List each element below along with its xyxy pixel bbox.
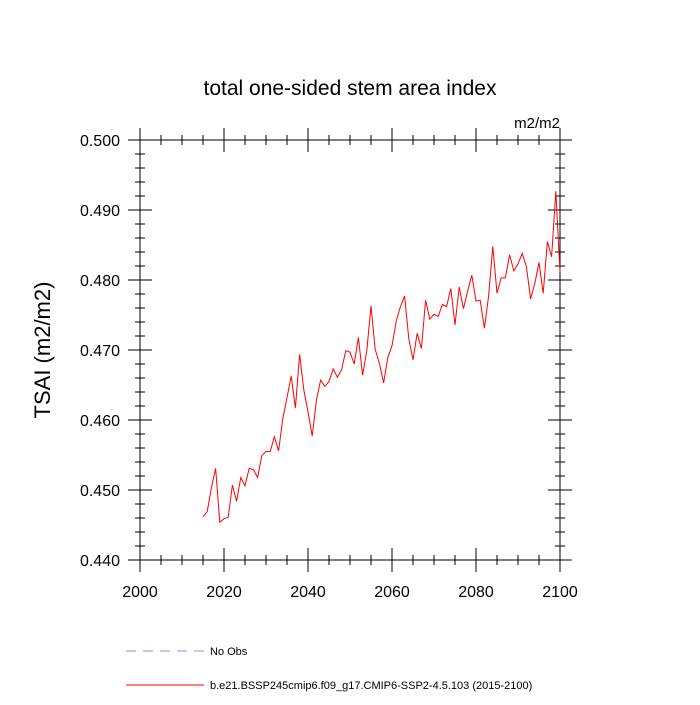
- chart-title: total one-sided stem area index: [203, 77, 497, 100]
- axis-ticks: [128, 128, 572, 572]
- x-tick-label: 2000: [122, 584, 158, 601]
- y-tick-label: 0.500: [80, 133, 120, 150]
- series-layer: [202, 191, 561, 524]
- y-tick-label: 0.490: [80, 203, 120, 220]
- y-axis-label: TSAI (m2/m2): [30, 282, 55, 419]
- x-tick-label: 2040: [290, 584, 326, 601]
- y-tick-labels: 0.440 0.450 0.460 0.470 0.480 0.490 0.500: [80, 133, 120, 570]
- y-tick-label: 0.460: [80, 413, 120, 430]
- legend-label-model: b.e21.BSSP245cmip6.f09_g17.CMIP6-SSP2-4.…: [210, 680, 532, 692]
- y-tick-label: 0.470: [80, 343, 120, 360]
- y-tick-label: 0.480: [80, 273, 120, 290]
- x-tick-labels: 2000 2020 2040 2060 2080 2100: [122, 584, 578, 601]
- y-tick-label: 0.450: [80, 483, 120, 500]
- legend: No Obs b.e21.BSSP245cmip6.f09_g17.CMIP6-…: [126, 646, 532, 692]
- legend-label-no-obs: No Obs: [210, 646, 248, 658]
- x-tick-label: 2020: [206, 584, 242, 601]
- plot-frame: [139, 139, 561, 561]
- y-tick-label: 0.440: [80, 553, 120, 570]
- units-label: m2/m2: [514, 115, 560, 132]
- series-line: [202, 191, 561, 524]
- x-tick-label: 2060: [374, 584, 410, 601]
- x-tick-label: 2080: [458, 584, 494, 601]
- x-tick-label: 2100: [542, 584, 578, 601]
